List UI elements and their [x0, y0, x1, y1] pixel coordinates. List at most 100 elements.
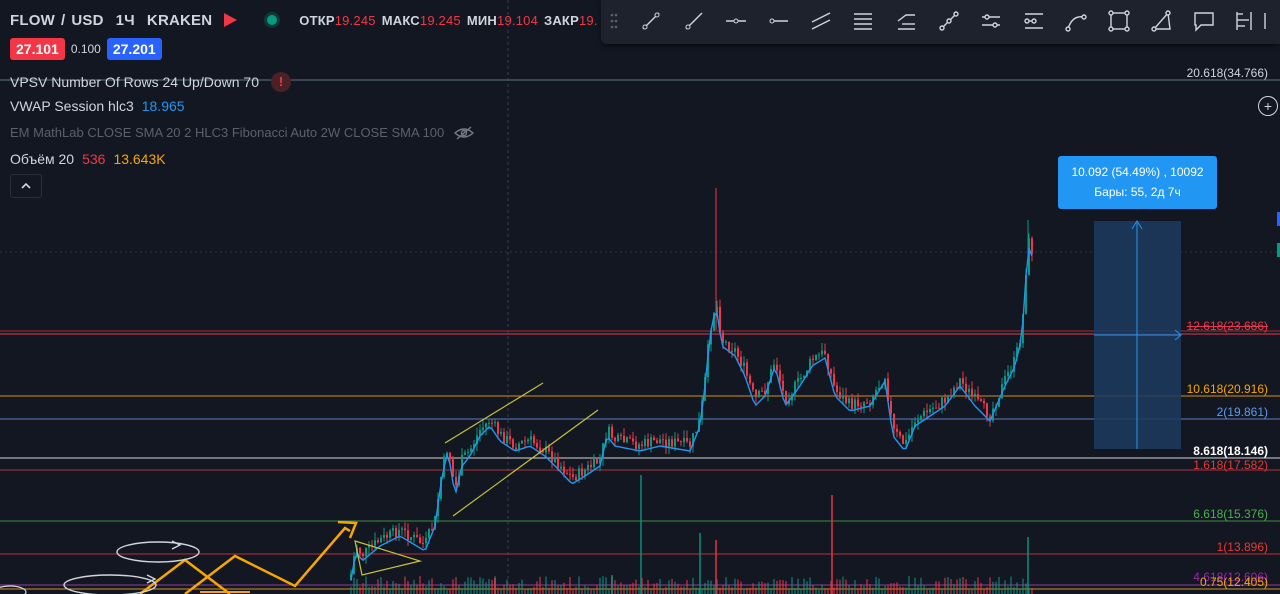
volume-bar [689, 588, 691, 594]
buy-button[interactable]: 27.201 [106, 38, 162, 60]
volume-bar [650, 589, 652, 594]
indicator-em-mathlab[interactable]: EM MathLab CLOSE SMA 20 2 HLC3 Fibonacci… [10, 125, 475, 140]
candle-body [572, 474, 574, 477]
scale-marker-ask [1277, 212, 1280, 226]
volume-bar [803, 578, 805, 594]
volume-spike-bar [699, 533, 701, 594]
rotation-arrow-icon-2 [146, 574, 157, 584]
parallel-channel-icon[interactable] [806, 6, 836, 36]
candle-body [929, 409, 931, 413]
fib-label-6-618: 6.618(15.376) [1193, 507, 1268, 521]
exchange-label[interactable]: KRAKEN [146, 11, 213, 29]
market-status-icon[interactable] [267, 15, 278, 25]
indicator-vwap[interactable]: VWAP Session hlc3 18.965 [10, 98, 185, 114]
volume-bar [854, 580, 856, 594]
collapse-legend-button[interactable] [10, 174, 42, 198]
drag-handle-icon[interactable] [601, 6, 627, 36]
candle-body [587, 464, 589, 470]
channel-lower-line[interactable] [452, 409, 599, 517]
rotation-ellipse-2[interactable] [63, 574, 157, 594]
channel-upper-line[interactable] [444, 382, 544, 444]
rotation-ellipse-1[interactable] [116, 541, 200, 563]
candle-body [428, 529, 430, 539]
candle-body [494, 422, 496, 424]
path-drawing-2[interactable] [184, 526, 351, 594]
candle-body [1031, 238, 1033, 254]
symbol-header[interactable]: FLOW / USD 1Ч KRAKEN ОТКР 19.245 МАКС 19.2… [10, 11, 598, 29]
volume-bar [578, 576, 580, 594]
candle-body [527, 439, 529, 442]
symbol-name[interactable]: FLOW [10, 11, 55, 29]
volume-bar [809, 577, 811, 594]
fib-retracement-icon[interactable] [848, 6, 878, 36]
candle-body [410, 537, 412, 540]
arc-icon[interactable] [1061, 6, 1091, 36]
rotation-ellipse-3[interactable] [0, 585, 27, 594]
volume-bar [845, 579, 847, 594]
comment-icon[interactable] [1189, 6, 1219, 36]
candle-body [362, 553, 364, 557]
volume-bar [656, 583, 658, 594]
candle-body [380, 537, 382, 543]
fib-label-1-618: 1.618(17.582) [1193, 458, 1268, 472]
horizontal-ray-icon[interactable] [763, 6, 793, 36]
volume-bar [896, 582, 898, 594]
horizontal-line-icon[interactable] [721, 6, 751, 36]
ruler-icon[interactable] [1019, 6, 1049, 36]
candle-body [842, 395, 844, 399]
path-icon[interactable] [1147, 6, 1177, 36]
ohlc-open-label: ОТКР [299, 12, 335, 28]
ray-icon[interactable] [679, 6, 709, 36]
volume-bar [725, 577, 727, 594]
trend-angle-icon[interactable] [934, 6, 964, 36]
symbol-currency[interactable]: USD [71, 11, 104, 29]
volume-bar [476, 584, 478, 594]
volume-bar [881, 589, 883, 594]
flag-icon[interactable] [224, 13, 238, 27]
volume-bar [596, 585, 598, 594]
eye-crossed-icon[interactable] [454, 125, 475, 140]
candle-body [833, 373, 835, 386]
volume-bar [464, 581, 466, 594]
rectangle-icon[interactable] [1104, 6, 1134, 36]
volume-bar [701, 588, 703, 594]
candle-body [614, 437, 616, 442]
candle-body [641, 444, 643, 446]
warning-icon[interactable]: ! [271, 72, 291, 92]
volume-bar [932, 587, 934, 594]
date-price-range-icon[interactable] [976, 6, 1006, 36]
candle-body [923, 410, 925, 417]
volume-bar [692, 577, 694, 594]
ohlc-low-value: 19.104 [497, 12, 538, 28]
indicator-volume[interactable]: Объём 20 536 13.643K [10, 151, 166, 167]
add-plus-button[interactable]: + [1258, 96, 1278, 116]
triangle-pattern[interactable] [354, 540, 423, 576]
volume-bar [425, 586, 427, 594]
long-position-icon[interactable] [1230, 6, 1260, 36]
candle-body [845, 395, 847, 404]
range-arrow-right-icon [1174, 329, 1182, 341]
volume-spike-bar [494, 578, 496, 594]
fib-extension-icon[interactable] [891, 6, 921, 36]
volume-bar [1019, 588, 1021, 594]
volume-bar [983, 589, 985, 594]
indicator-vpsv[interactable]: VPSV Number Of Rows 24 Up/Down 70 ! [10, 72, 291, 92]
interval-label[interactable]: 1Ч [115, 11, 135, 29]
candle-body [542, 451, 544, 453]
volume-bar [938, 581, 940, 594]
candle-body [617, 434, 619, 442]
candle-body [977, 394, 979, 400]
more-icon[interactable] [1256, 6, 1278, 36]
indicator-vwap-name: VWAP Session hlc3 [10, 98, 134, 114]
sell-button[interactable]: 27.101 [10, 38, 65, 60]
volume-bar [422, 583, 424, 594]
trend-line-icon[interactable] [636, 6, 666, 36]
volume-bar [962, 576, 964, 594]
candle-body [536, 443, 538, 448]
candle-body [593, 458, 595, 468]
volume-bar [572, 588, 574, 594]
volume-spike-bar [640, 475, 642, 594]
symbol-separator: / [60, 11, 66, 29]
candle-body [419, 537, 421, 544]
